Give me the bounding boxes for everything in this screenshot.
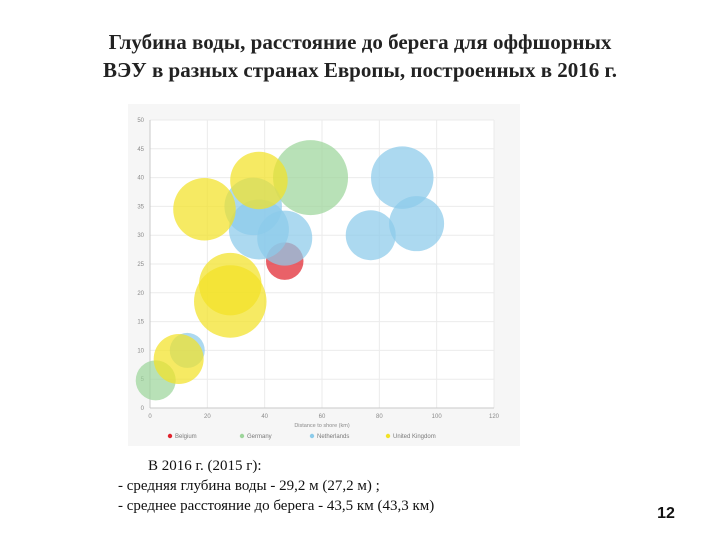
- chart-canvas: 05101520253035404550020406080100120Dista…: [135, 118, 500, 440]
- bubble-united-kingdom: [173, 178, 236, 241]
- x-tick-label: 120: [489, 414, 500, 420]
- legend-label: Germany: [247, 434, 272, 440]
- bubble-netherlands: [371, 146, 434, 209]
- y-tick-label: 10: [137, 348, 144, 354]
- title-line-1: Глубина воды, расстояние до берега для о…: [108, 30, 612, 54]
- y-tick-label: 25: [137, 262, 144, 268]
- legend-marker: [385, 433, 391, 439]
- legend-marker: [309, 433, 315, 439]
- y-tick-label: 20: [137, 291, 144, 297]
- bubble-united-kingdom: [230, 151, 288, 210]
- legend-label: Belgium: [175, 434, 197, 440]
- x-tick-label: 80: [376, 414, 383, 420]
- legend-marker: [239, 433, 245, 439]
- bubble-netherlands: [389, 196, 445, 252]
- x-tick-label: 40: [261, 414, 268, 420]
- bubble-germany: [273, 140, 349, 216]
- legend-label: Netherlands: [317, 434, 349, 440]
- legend-label: United Kingdom: [393, 434, 436, 440]
- slide-title: Глубина воды, расстояние до берега для о…: [40, 28, 680, 84]
- x-tick-label: 20: [204, 414, 211, 420]
- x-tick-label: 0: [148, 414, 152, 420]
- notes-depth: - средняя глубина воды - 29,2 м (27,2 м)…: [118, 478, 380, 494]
- x-tick-label: 100: [432, 414, 443, 420]
- bubble-netherlands: [345, 210, 396, 261]
- legend-marker: [167, 433, 173, 439]
- bubble-united-kingdom: [194, 265, 267, 338]
- y-tick-label: 15: [137, 320, 144, 326]
- x-axis-label: Distance to shore (km): [294, 423, 349, 429]
- bubble-united-kingdom: [153, 334, 204, 385]
- notes-heading: В 2016 г. (2015 г):: [148, 458, 262, 474]
- y-tick-label: 50: [137, 118, 144, 124]
- summary-notes: В 2016 г. (2015 г): - средняя глубина во…: [118, 456, 618, 516]
- y-tick-label: 0: [141, 406, 145, 412]
- bubble-chart: 05101520253035404550020406080100120Dista…: [128, 104, 520, 446]
- title-line-2: ВЭУ в разных странах Европы, построенных…: [103, 58, 617, 82]
- page-number: 12: [657, 505, 675, 522]
- notes-distance: - среднее расстояние до берега - 43,5 км…: [118, 498, 435, 514]
- y-tick-label: 35: [137, 204, 144, 210]
- y-tick-label: 40: [137, 176, 144, 182]
- x-tick-label: 60: [319, 414, 326, 420]
- y-tick-label: 30: [137, 233, 144, 239]
- y-tick-label: 45: [137, 147, 144, 153]
